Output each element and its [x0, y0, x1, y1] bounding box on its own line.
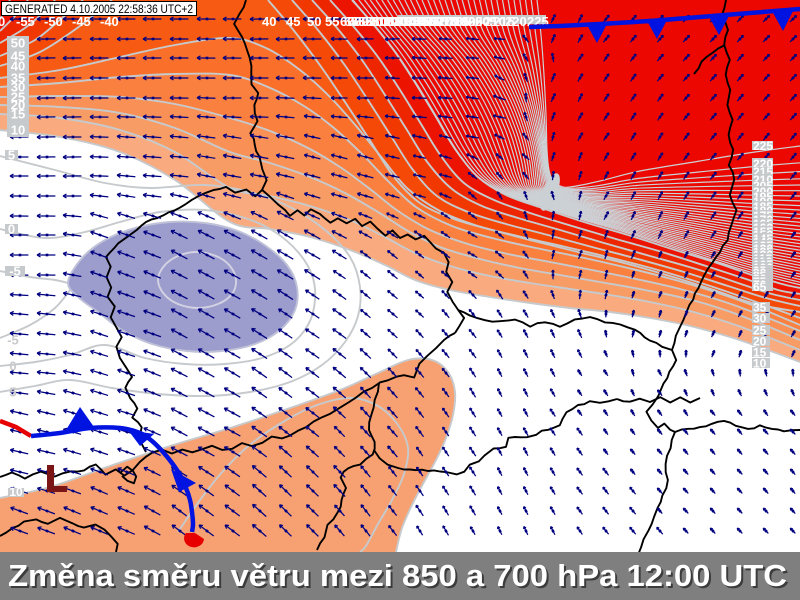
svg-text:-40: -40 [100, 14, 119, 29]
svg-text:110: 110 [377, 14, 398, 29]
svg-text:120: 120 [385, 14, 407, 29]
svg-text:155: 155 [416, 14, 438, 29]
svg-text:135: 135 [398, 14, 420, 29]
svg-text:-5: -5 [9, 264, 21, 279]
svg-text:65: 65 [344, 14, 358, 29]
svg-text:225: 225 [753, 139, 773, 153]
svg-text:80: 80 [354, 14, 368, 29]
svg-text:35: 35 [11, 71, 25, 86]
svg-text:130: 130 [394, 14, 416, 29]
svg-text:40: 40 [11, 59, 25, 74]
svg-text:150: 150 [411, 14, 433, 29]
svg-text:45: 45 [286, 14, 300, 29]
svg-text:170: 170 [431, 14, 453, 29]
svg-text:210: 210 [484, 14, 506, 29]
svg-text:30: 30 [753, 312, 767, 326]
svg-text:115: 115 [381, 14, 402, 29]
svg-text:GENERATED 4.10.2005 22:58:36 U: GENERATED 4.10.2005 22:58:36 UTC+2 [5, 2, 193, 16]
svg-text:Změna směru větru mezi 850 a 7: Změna směru větru mezi 850 a 700 hPa 12:… [8, 558, 787, 593]
svg-text:45: 45 [11, 49, 25, 64]
svg-text:0: 0 [0, 14, 5, 29]
svg-text:-50: -50 [44, 14, 63, 29]
svg-text:190: 190 [454, 14, 476, 29]
svg-text:10: 10 [11, 123, 25, 138]
svg-text:-5: -5 [7, 333, 19, 348]
svg-text:185: 185 [448, 14, 470, 29]
svg-text:100: 100 [369, 14, 391, 29]
svg-text:95: 95 [365, 14, 379, 29]
svg-text:140: 140 [402, 14, 424, 29]
svg-text:20: 20 [11, 98, 25, 113]
svg-text:180: 180 [442, 14, 464, 29]
svg-text:195: 195 [461, 14, 483, 29]
svg-text:-55: -55 [16, 14, 35, 29]
svg-text:50: 50 [307, 14, 321, 29]
svg-text:75: 75 [351, 14, 365, 29]
svg-text:70: 70 [347, 14, 361, 29]
svg-text:220: 220 [505, 14, 527, 29]
svg-text:200: 200 [468, 14, 490, 29]
svg-text:5: 5 [9, 385, 16, 400]
svg-text:105: 105 [373, 14, 395, 29]
svg-text:85: 85 [358, 14, 372, 29]
svg-text:Změna směru větru mezi 850 a 7: Změna směru větru mezi 850 a 700 hPa 12:… [10, 560, 789, 595]
svg-text:125: 125 [389, 14, 411, 29]
svg-text:5: 5 [8, 148, 15, 163]
svg-text:-45: -45 [72, 14, 91, 29]
svg-text:35: 35 [753, 301, 767, 315]
svg-text:25: 25 [753, 324, 767, 338]
svg-text:30: 30 [11, 80, 25, 95]
svg-text:15: 15 [753, 346, 767, 360]
svg-text:205: 205 [475, 14, 497, 29]
svg-text:20: 20 [753, 335, 767, 349]
svg-text:25: 25 [11, 90, 25, 105]
svg-text:40: 40 [262, 14, 276, 29]
svg-text:165: 165 [426, 14, 448, 29]
svg-text:90: 90 [362, 14, 376, 29]
svg-text:15: 15 [11, 107, 25, 122]
svg-text:10: 10 [753, 357, 767, 371]
svg-text:215: 215 [493, 14, 515, 29]
svg-text:160: 160 [421, 14, 443, 29]
svg-text:0: 0 [8, 222, 15, 237]
svg-text:175: 175 [437, 14, 459, 29]
svg-text:0: 0 [9, 359, 16, 374]
svg-text:60: 60 [340, 14, 354, 29]
svg-text:55: 55 [325, 14, 339, 29]
svg-text:10: 10 [9, 485, 23, 499]
svg-text:50: 50 [11, 36, 25, 51]
svg-text:65: 65 [753, 280, 767, 294]
svg-text:145: 145 [407, 14, 429, 29]
